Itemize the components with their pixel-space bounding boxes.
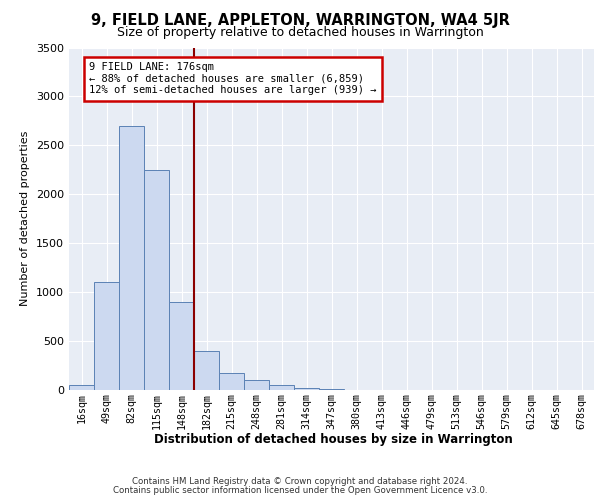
Text: Size of property relative to detached houses in Warrington: Size of property relative to detached ho…	[116, 26, 484, 39]
Bar	[144, 170, 169, 390]
Bar	[119, 126, 144, 390]
Bar	[94, 282, 119, 390]
Bar	[244, 380, 269, 390]
Bar	[169, 302, 194, 390]
Y-axis label: Number of detached properties: Number of detached properties	[20, 131, 31, 306]
Text: 9, FIELD LANE, APPLETON, WARRINGTON, WA4 5JR: 9, FIELD LANE, APPLETON, WARRINGTON, WA4…	[91, 12, 509, 28]
Text: Distribution of detached houses by size in Warrington: Distribution of detached houses by size …	[154, 432, 512, 446]
Bar	[319, 389, 344, 390]
Bar	[69, 385, 94, 390]
Text: 9 FIELD LANE: 176sqm
← 88% of detached houses are smaller (6,859)
12% of semi-de: 9 FIELD LANE: 176sqm ← 88% of detached h…	[89, 62, 377, 96]
Text: Contains public sector information licensed under the Open Government Licence v3: Contains public sector information licen…	[113, 486, 487, 495]
Bar	[194, 351, 219, 390]
Text: Contains HM Land Registry data © Crown copyright and database right 2024.: Contains HM Land Registry data © Crown c…	[132, 478, 468, 486]
Bar	[294, 388, 319, 390]
Bar	[269, 385, 294, 390]
Bar	[219, 373, 244, 390]
